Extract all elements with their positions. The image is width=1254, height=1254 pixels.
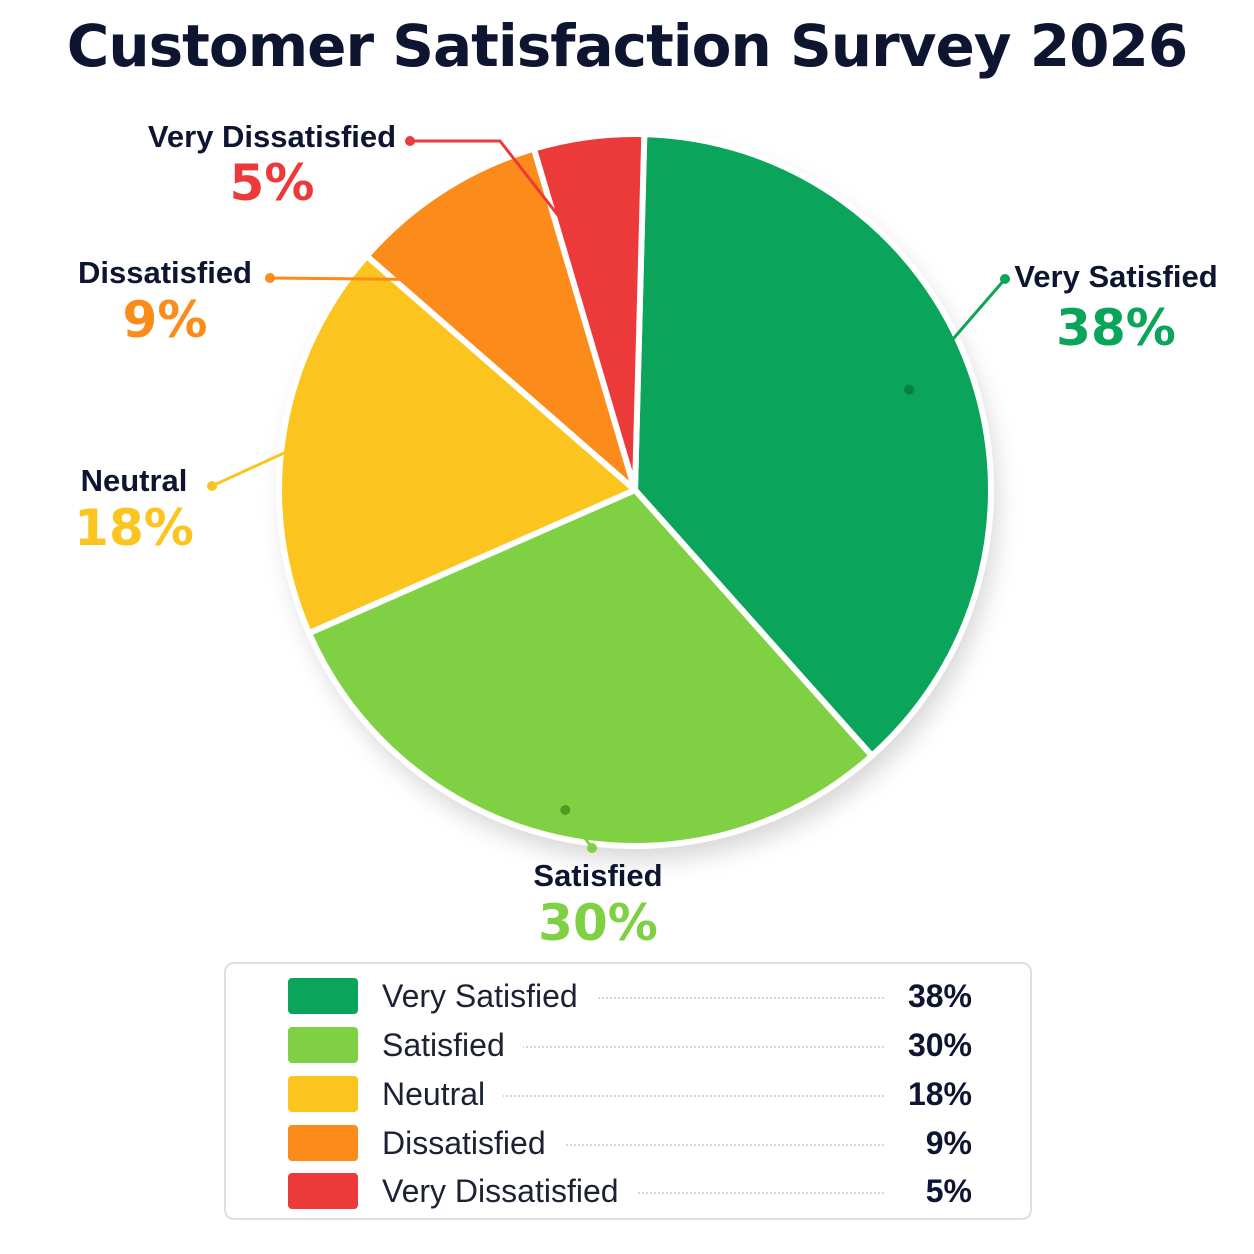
legend-item-dissatisfied: Dissatisfied 9% (288, 1123, 972, 1163)
legend-label: Dissatisfied (382, 1125, 564, 1161)
leader-line-dissatisfied (269, 276, 501, 282)
legend-label: Very Dissatisfied (382, 1173, 637, 1209)
leader-anchor-dot (306, 435, 317, 446)
legend-leader-dots (438, 1144, 884, 1146)
legend-swatch (288, 1076, 358, 1112)
legend-value: 38% (907, 978, 972, 1014)
legend-item-very-satisfied: Very Satisfied 38% (288, 976, 972, 1016)
pie-slice-very-satisfied (632, 131, 994, 759)
legend-swatch (288, 1027, 358, 1063)
slice-value-very-dissatisfied: 5% (230, 154, 315, 212)
legend-label: Satisfied (382, 1027, 523, 1063)
leader-anchor-dot (602, 273, 613, 284)
legend-swatch (288, 1125, 358, 1161)
leader-line-neutral (211, 439, 312, 488)
legend-value: 30% (907, 1027, 972, 1063)
leader-anchor-dot (560, 805, 571, 816)
slice-value-satisfied: 30% (538, 894, 658, 952)
slice-label-very-satisfied: Very Satisfied (1014, 259, 1217, 294)
legend-item-satisfied: Satisfied 30% (288, 1025, 972, 1065)
leader-end-dot (265, 273, 275, 283)
leader-line-very-satisfied (908, 278, 1007, 391)
leader-end-dot (587, 843, 597, 853)
legend-value: 5% (925, 1173, 972, 1209)
pie-slice-dissatisfied (363, 145, 638, 493)
leader-anchor-dot (904, 384, 915, 395)
legend-value: 18% (907, 1076, 972, 1112)
legend-item-very-dissatisfied: Very Dissatisfied 5% (288, 1171, 972, 1211)
leader-line-very-dissatisfied (410, 139, 609, 280)
slice-value-dissatisfied: 9% (123, 291, 208, 349)
legend-leader-dots (438, 1095, 884, 1097)
leader-line-satisfied (564, 809, 594, 849)
legend: Very Satisfied 38% Satisfied 30% Neutral… (224, 962, 1032, 1220)
leader-end-dot (1000, 274, 1010, 284)
legend-item-neutral: Neutral 18% (288, 1074, 972, 1114)
legend-swatch (288, 1173, 358, 1209)
pie-slice-satisfied (306, 487, 875, 849)
slice-label-satisfied: Satisfied (533, 858, 662, 893)
legend-leader-dots (438, 1046, 884, 1048)
legend-leader-dots (438, 997, 884, 999)
slice-value-neutral: 18% (74, 499, 194, 557)
slice-value-very-satisfied: 38% (1056, 299, 1176, 357)
leader-anchor-dot (495, 275, 506, 286)
legend-label: Neutral (382, 1076, 504, 1112)
leader-end-dot (207, 481, 217, 491)
leader-end-dot (405, 136, 415, 146)
slice-label-dissatisfied: Dissatisfied (78, 255, 252, 290)
legend-leader-dots (438, 1192, 884, 1194)
slice-label-very-dissatisfied: Very Dissatisfied (148, 119, 396, 154)
legend-value: 9% (925, 1125, 972, 1161)
pie-slice-very-dissatisfied (530, 131, 648, 493)
legend-swatch (288, 978, 358, 1014)
pie-slice-neutral (276, 252, 638, 637)
slice-label-neutral: Neutral (81, 463, 188, 498)
legend-label: Very Satisfied (382, 978, 596, 1014)
chart-title: Customer Satisfaction Survey 2026 (66, 12, 1189, 80)
